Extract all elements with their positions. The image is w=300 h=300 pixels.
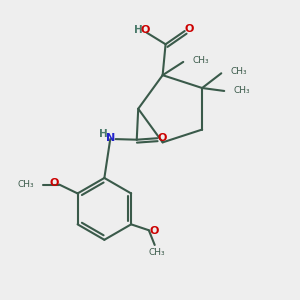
Text: O: O xyxy=(149,226,159,236)
Text: O: O xyxy=(184,24,194,34)
Text: H: H xyxy=(99,129,108,139)
Text: CH₃: CH₃ xyxy=(17,179,34,188)
Text: CH₃: CH₃ xyxy=(234,86,250,95)
Text: H: H xyxy=(134,25,142,35)
Text: N: N xyxy=(106,133,115,142)
Text: O: O xyxy=(140,25,150,35)
Text: CH₃: CH₃ xyxy=(149,248,165,257)
Text: O: O xyxy=(49,178,59,188)
Text: CH₃: CH₃ xyxy=(231,67,247,76)
Text: O: O xyxy=(158,133,167,143)
Text: CH₃: CH₃ xyxy=(193,56,209,65)
